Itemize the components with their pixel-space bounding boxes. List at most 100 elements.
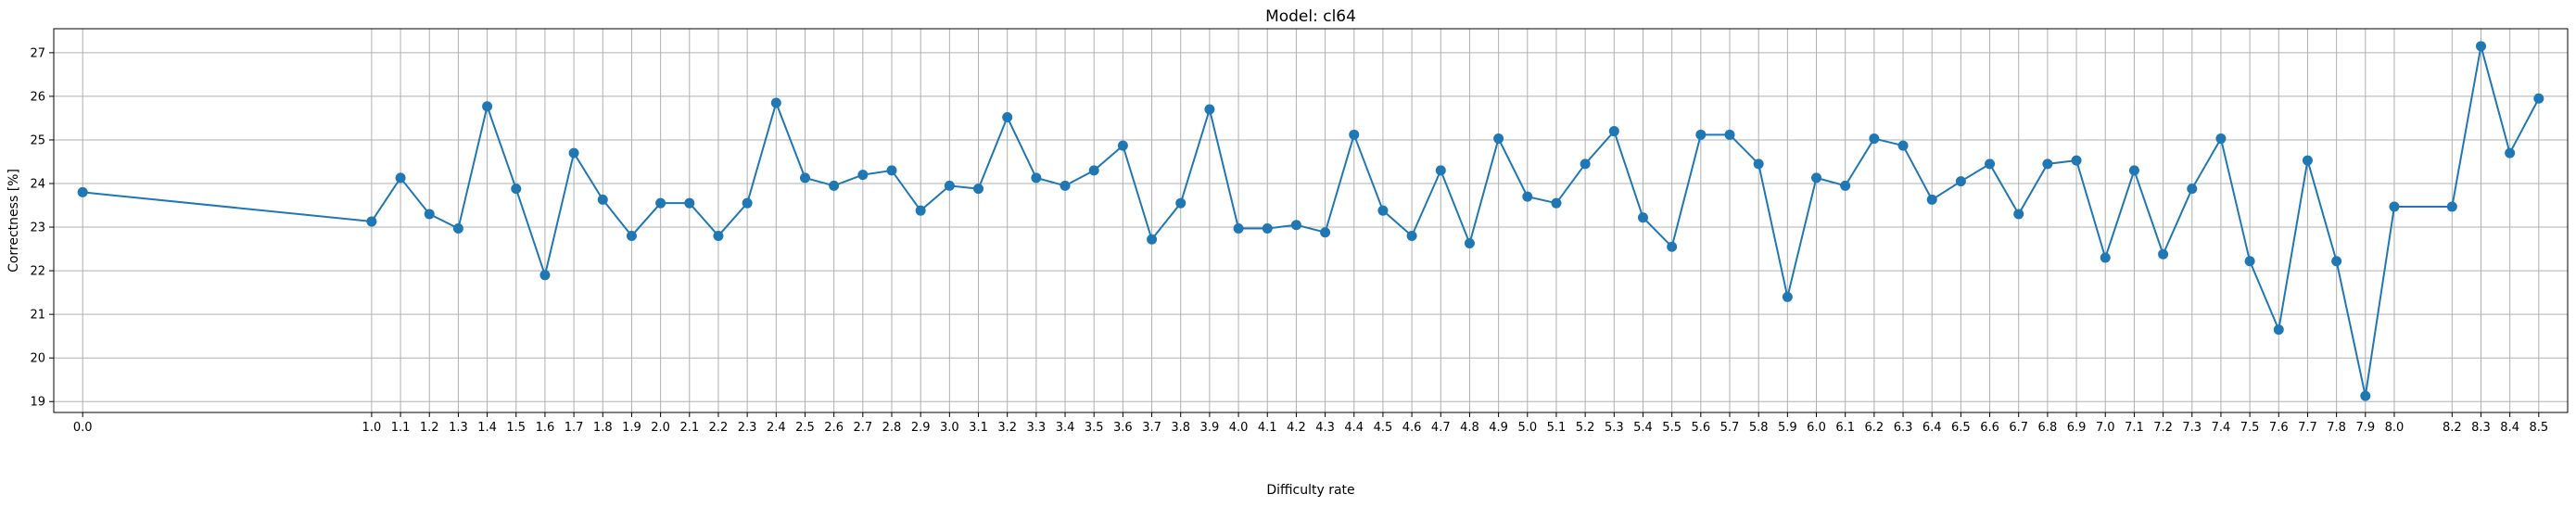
data-point <box>1985 158 1996 170</box>
data-point <box>2475 41 2486 52</box>
x-tick-label: 1.9 <box>622 421 641 435</box>
x-tick-label: 5.2 <box>1576 421 1595 435</box>
x-tick-label: 4.6 <box>1402 421 1422 435</box>
data-point <box>2071 155 2082 166</box>
data-point <box>799 172 810 184</box>
data-point <box>1753 158 1764 170</box>
data-point <box>1667 241 1678 252</box>
x-tick-label: 8.2 <box>2443 421 2462 435</box>
x-axis-label: Difficulty rate <box>1266 483 1354 498</box>
x-tick-label: 7.4 <box>2212 421 2231 435</box>
x-tick-label: 3.1 <box>969 421 988 435</box>
data-point <box>2158 248 2169 260</box>
data-point <box>742 197 753 209</box>
data-point <box>1262 222 1273 234</box>
x-tick-label: 6.3 <box>1894 421 1913 435</box>
x-tick-label: 7.2 <box>2153 421 2173 435</box>
data-point <box>655 197 666 209</box>
x-tick-label: 5.8 <box>1749 421 1769 435</box>
x-tick-label: 7.9 <box>2355 421 2375 435</box>
data-point <box>1233 222 1244 234</box>
chart-title: Model: cl64 <box>1265 7 1356 26</box>
data-point <box>1060 180 1071 191</box>
data-point <box>2505 147 2516 158</box>
x-tick-label: 2.9 <box>911 421 931 435</box>
x-tick-label: 3.7 <box>1142 421 1161 435</box>
x-tick-label: 6.6 <box>1980 421 1999 435</box>
data-point <box>1637 212 1648 223</box>
data-point <box>857 170 869 181</box>
data-point <box>2389 201 2400 212</box>
x-tick-label: 2.0 <box>651 421 670 435</box>
data-point <box>1377 205 1389 216</box>
x-tick-label: 2.4 <box>767 421 786 435</box>
x-tick-label: 3.5 <box>1085 421 1104 435</box>
data-point <box>2360 390 2371 401</box>
series-line <box>82 45 2540 397</box>
x-tick-label: 6.4 <box>1922 421 1942 435</box>
x-tick-label: 6.8 <box>2038 421 2058 435</box>
data-point <box>713 230 724 241</box>
x-tick-label: 3.8 <box>1171 421 1190 435</box>
x-tick-label: 1.3 <box>449 421 468 435</box>
x-tick-label: 5.6 <box>1691 421 1710 435</box>
data-point <box>1551 197 1562 209</box>
x-axis: 0.0 1.0 1.1 1.2 1.3 1.4 1.5 1.6 1.7 1.8 1.9 2.0 2.1 2… <box>73 412 2548 435</box>
x-tick-label: 6.1 <box>1835 421 1855 435</box>
data-point <box>2100 252 2111 263</box>
data-point <box>2128 165 2139 176</box>
data-point <box>886 165 897 176</box>
data-point <box>482 101 493 112</box>
x-tick-label: 5.0 <box>1517 421 1537 435</box>
y-tick-label: 23 <box>30 222 45 235</box>
x-tick-label: 8.0 <box>2385 421 2405 435</box>
x-tick-label: 2.6 <box>824 421 844 435</box>
x-tick-label: 4.9 <box>1489 421 1508 435</box>
y-axis: 19 20 21 22 23 24 25 26 27 <box>30 46 54 410</box>
x-tick-label: 2.1 <box>679 421 699 435</box>
x-tick-label: 5.3 <box>1605 421 1624 435</box>
x-tick-label: 6.2 <box>1865 421 1884 435</box>
x-tick-label: 7.5 <box>2240 421 2260 435</box>
y-tick-label: 21 <box>30 309 45 323</box>
data-point <box>1580 158 1591 170</box>
data-point <box>1522 191 1533 202</box>
data-point <box>539 270 551 281</box>
x-tick-label: 6.9 <box>2067 421 2087 435</box>
data-point <box>2446 201 2457 212</box>
data-point <box>944 180 955 191</box>
x-tick-label: 4.3 <box>1315 421 1335 435</box>
y-tick-label: 25 <box>30 133 45 147</box>
x-tick-label: 2.8 <box>882 421 902 435</box>
data-point <box>1869 133 1880 145</box>
data-point <box>1320 227 1331 238</box>
x-tick-label: 2.3 <box>738 421 757 435</box>
y-tick-label: 27 <box>30 46 45 60</box>
data-point <box>1464 237 1475 248</box>
grid-lines <box>54 29 2568 412</box>
data-point <box>2215 133 2227 145</box>
x-tick-label: 6.0 <box>1807 421 1826 435</box>
x-tick-label: 1.0 <box>362 421 382 435</box>
x-tick-label: 7.3 <box>2182 421 2202 435</box>
data-point <box>2187 184 2198 195</box>
data-point <box>684 197 695 209</box>
data-point <box>2302 155 2313 166</box>
y-axis-label: Correctness [%] <box>6 169 21 273</box>
data-point <box>626 230 637 241</box>
data-point <box>366 216 377 227</box>
data-point <box>1897 140 1909 151</box>
x-tick-label: 8.5 <box>2529 421 2548 435</box>
x-tick-label: 5.4 <box>1633 421 1653 435</box>
x-tick-label: 4.2 <box>1287 421 1306 435</box>
data-point <box>2013 209 2024 220</box>
x-tick-label: 3.9 <box>1200 421 1220 435</box>
x-tick-label: 3.3 <box>1027 421 1047 435</box>
data-point <box>2331 256 2342 267</box>
x-tick-label: 3.0 <box>940 421 959 435</box>
data-point <box>1493 133 1504 145</box>
x-tick-label: 1.1 <box>391 421 411 435</box>
data-point <box>1811 172 1822 184</box>
data-point <box>395 172 406 184</box>
data-point <box>1955 176 1966 187</box>
